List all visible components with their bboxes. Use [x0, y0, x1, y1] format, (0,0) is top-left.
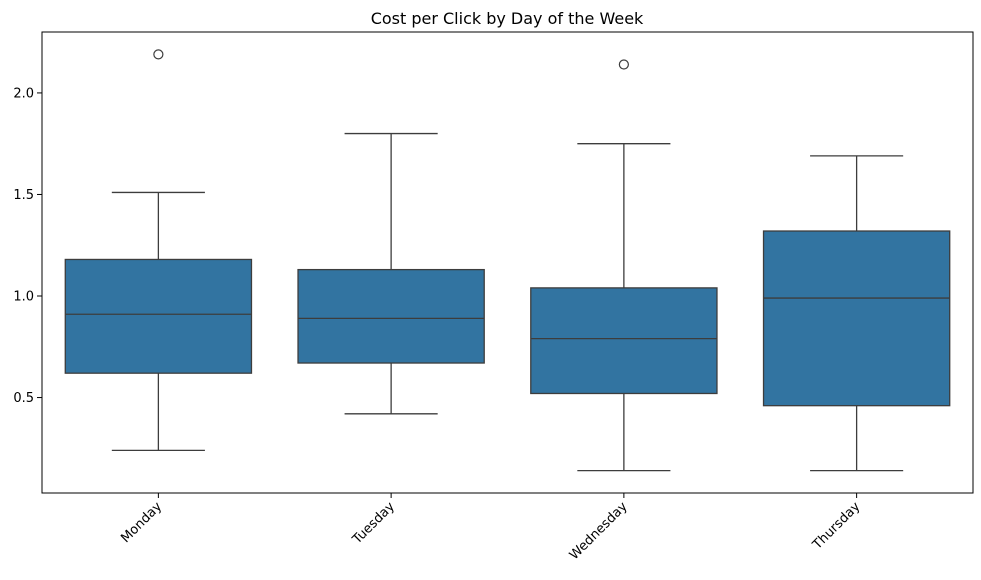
outlier-point [618, 59, 629, 70]
x-tick-label: Monday [118, 499, 165, 546]
box-monday [64, 258, 253, 374]
x-tick-label: Tuesday [349, 499, 398, 548]
plot-area: 0.5 1.0 1.5 2.0 Monday Tuesday Wednesday Thursd… [13, 49, 951, 563]
y-tick-label: 0.5 [13, 391, 34, 406]
x-tick-label: Wednesday [567, 499, 631, 563]
plot-frame [41, 31, 974, 494]
y-tick-label: 1.5 [13, 188, 34, 203]
box-wednesday [530, 287, 718, 395]
y-tick-label: 2.0 [13, 86, 34, 101]
y-tick-label: 1.0 [13, 290, 34, 305]
x-tick-label: Thursday [809, 499, 863, 553]
box-tuesday [297, 268, 485, 364]
outlier-point [153, 49, 164, 60]
chart-title: Cost per Click by Day of the Week [371, 9, 644, 28]
box-thursday [762, 230, 951, 407]
